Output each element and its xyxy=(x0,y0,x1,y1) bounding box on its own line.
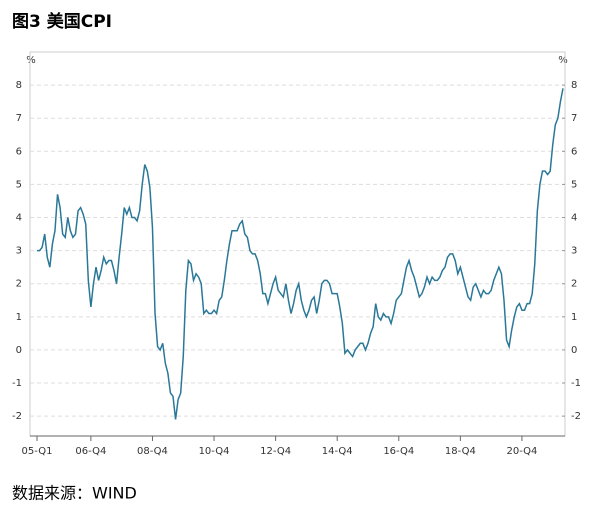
y-tick-label: 1 xyxy=(16,312,22,323)
y-tick-label: -1 xyxy=(12,378,22,389)
source: 数据来源：WIND xyxy=(12,484,137,503)
y-unit: % xyxy=(26,55,36,66)
y-tick-label: -2 xyxy=(12,411,22,422)
y-tick-label: 2 xyxy=(16,279,22,290)
x-tick-label: 20-Q4 xyxy=(506,446,537,457)
y2-tick-label: 7 xyxy=(571,113,577,124)
chart-title: 图3 美国CPI xyxy=(12,11,112,32)
x-tick-label: 05-Q1 xyxy=(22,446,53,457)
x-tick-label: 18-Q4 xyxy=(445,446,476,457)
y-tick-label: 0 xyxy=(16,345,22,356)
x-tick-label: 10-Q4 xyxy=(199,446,230,457)
x-tick-label: 12-Q4 xyxy=(260,446,291,457)
y2-tick-label: -1 xyxy=(571,378,581,389)
plot-frame xyxy=(29,51,566,437)
cpi-line xyxy=(37,88,564,420)
y2-tick-label: 3 xyxy=(571,246,577,257)
y2-tick-label: 1 xyxy=(571,312,577,323)
y-tick-label: 6 xyxy=(16,146,22,157)
x-tick-label: 06-Q4 xyxy=(75,446,106,457)
y2-tick-label: 6 xyxy=(571,146,577,157)
y2-tick-label: 5 xyxy=(571,179,577,190)
x-tick-label: 08-Q4 xyxy=(137,446,168,457)
y2-tick-label: 0 xyxy=(571,345,577,356)
y-tick-label: 5 xyxy=(16,179,22,190)
y-tick-label: 4 xyxy=(16,213,22,224)
y2-tick-label: 8 xyxy=(571,80,577,91)
y2-unit: % xyxy=(558,55,568,66)
x-tick-label: 16-Q4 xyxy=(383,446,414,457)
y2-tick-label: 2 xyxy=(571,279,577,290)
y2-tick-label: -2 xyxy=(571,411,581,422)
y-tick-label: 8 xyxy=(16,80,22,91)
x-tick-label: 14-Q4 xyxy=(322,446,353,457)
y-tick-label: 7 xyxy=(16,113,22,124)
y2-tick-label: 4 xyxy=(571,213,577,224)
y-tick-label: 3 xyxy=(16,246,22,257)
